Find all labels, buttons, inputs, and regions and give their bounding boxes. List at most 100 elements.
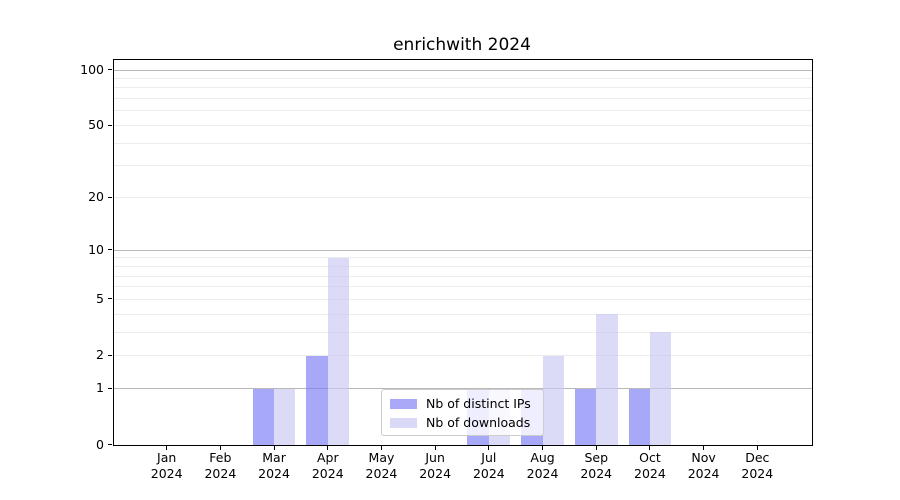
y-tick-label: 1 [96, 380, 104, 396]
y-tick-mark [108, 196, 112, 198]
gridline [114, 87, 812, 89]
x-tick-year: 2024 [365, 466, 398, 481]
bar-downloads [327, 257, 350, 445]
bar-distinct-ips [306, 355, 328, 445]
x-tick-label: Feb 2024 [188, 450, 252, 482]
x-tick-label: Jul 2024 [457, 450, 521, 482]
x-tick-label: Mar 2024 [242, 450, 306, 482]
bar-downloads [649, 332, 672, 445]
gridline-emphasized [114, 249, 812, 251]
x-tick-month: Feb [209, 450, 232, 465]
gridline [114, 77, 812, 79]
x-tick-year: 2024 [687, 466, 720, 481]
gridline [114, 355, 812, 357]
x-tick-year: 2024 [472, 466, 505, 481]
legend-entry-distinct-ips: Nb of distinct IPs [390, 394, 535, 413]
x-tick-year: 2024 [741, 466, 774, 481]
x-tick-label: Nov 2024 [672, 450, 736, 482]
y-tick-label: 50 [88, 117, 104, 133]
x-tick-mark [595, 446, 597, 450]
gridline [114, 165, 812, 167]
x-tick-month: Aug [530, 450, 555, 465]
x-tick-month: Oct [639, 450, 661, 465]
x-tick-label: Apr 2024 [296, 450, 360, 482]
x-tick-month: Nov [691, 450, 716, 465]
x-tick-label: Oct 2024 [618, 450, 682, 482]
y-tick-label: 2 [96, 347, 104, 363]
x-tick-label: Aug 2024 [511, 450, 575, 482]
x-tick-mark [273, 446, 275, 450]
y-tick-mark [108, 298, 112, 300]
x-tick-year: 2024 [311, 466, 344, 481]
gridline [114, 197, 812, 199]
x-tick-year: 2024 [150, 466, 183, 481]
gridline [114, 125, 812, 127]
y-tick-label: 20 [88, 189, 104, 205]
y-tick-mark [108, 249, 112, 251]
x-tick-year: 2024 [526, 466, 559, 481]
legend: Nb of distinct IPs Nb of downloads [381, 389, 544, 436]
x-tick-mark [542, 446, 544, 450]
x-tick-mark [166, 446, 168, 450]
gridline [114, 331, 812, 333]
x-tick-mark [488, 446, 490, 450]
x-tick-month: Jul [481, 450, 497, 465]
y-tick-label: 100 [80, 61, 104, 77]
legend-swatch-downloads [390, 417, 417, 428]
y-tick-label: 0 [96, 436, 104, 452]
x-tick-month: Mar [262, 450, 286, 465]
gridline [114, 286, 812, 288]
x-tick-year: 2024 [204, 466, 237, 481]
x-tick-mark [327, 446, 329, 450]
bar-downloads [596, 314, 618, 445]
x-tick-month: Jun [425, 450, 445, 465]
x-tick-label: Jan 2024 [135, 450, 199, 482]
gridline [114, 265, 812, 267]
x-tick-year: 2024 [580, 466, 613, 481]
x-tick-year: 2024 [258, 466, 290, 481]
bar-downloads [542, 355, 564, 445]
gridline-emphasized [114, 69, 812, 71]
x-tick-mark [649, 446, 651, 450]
bar-downloads [274, 388, 296, 445]
y-tick-mark [108, 69, 112, 71]
bar-distinct-ips [628, 388, 650, 445]
y-tick-label: 5 [96, 290, 104, 306]
x-tick-label: May 2024 [349, 450, 413, 482]
x-tick-label: Sep 2024 [564, 450, 628, 482]
x-tick-year: 2024 [634, 466, 666, 481]
x-tick-mark [434, 446, 436, 450]
y-tick-mark [108, 354, 112, 356]
x-tick-year: 2024 [419, 466, 452, 481]
gridline [114, 298, 812, 300]
gridline [114, 110, 812, 112]
legend-label-downloads: Nb of downloads [426, 414, 531, 430]
gridline [114, 98, 812, 100]
legend-entry-downloads: Nb of downloads [390, 413, 535, 432]
x-tick-month: Dec [745, 450, 770, 465]
x-tick-month: Jan [157, 450, 177, 465]
x-tick-month: Apr [316, 450, 339, 465]
gridline [114, 275, 812, 277]
y-tick-mark [108, 444, 112, 445]
y-tick-mark [108, 124, 112, 126]
gridline [114, 257, 812, 259]
x-tick-mark [703, 446, 705, 450]
y-tick-mark [108, 387, 112, 389]
gridline [114, 142, 812, 144]
legend-swatch-distinct-ips [390, 398, 417, 409]
x-tick-mark [380, 446, 382, 450]
plot-area [113, 59, 813, 446]
bar-distinct-ips [574, 388, 597, 445]
gridline-emphasized [114, 388, 812, 390]
x-tick-mark [756, 446, 758, 450]
x-tick-label: Jun 2024 [403, 450, 467, 482]
y-tick-label: 10 [88, 241, 104, 257]
x-tick-label: Dec 2024 [725, 450, 789, 482]
bar-distinct-ips [252, 388, 275, 445]
x-tick-month: May [368, 450, 395, 465]
x-tick-month: Sep [584, 450, 608, 465]
x-tick-mark [219, 446, 221, 450]
gridline [114, 313, 812, 315]
